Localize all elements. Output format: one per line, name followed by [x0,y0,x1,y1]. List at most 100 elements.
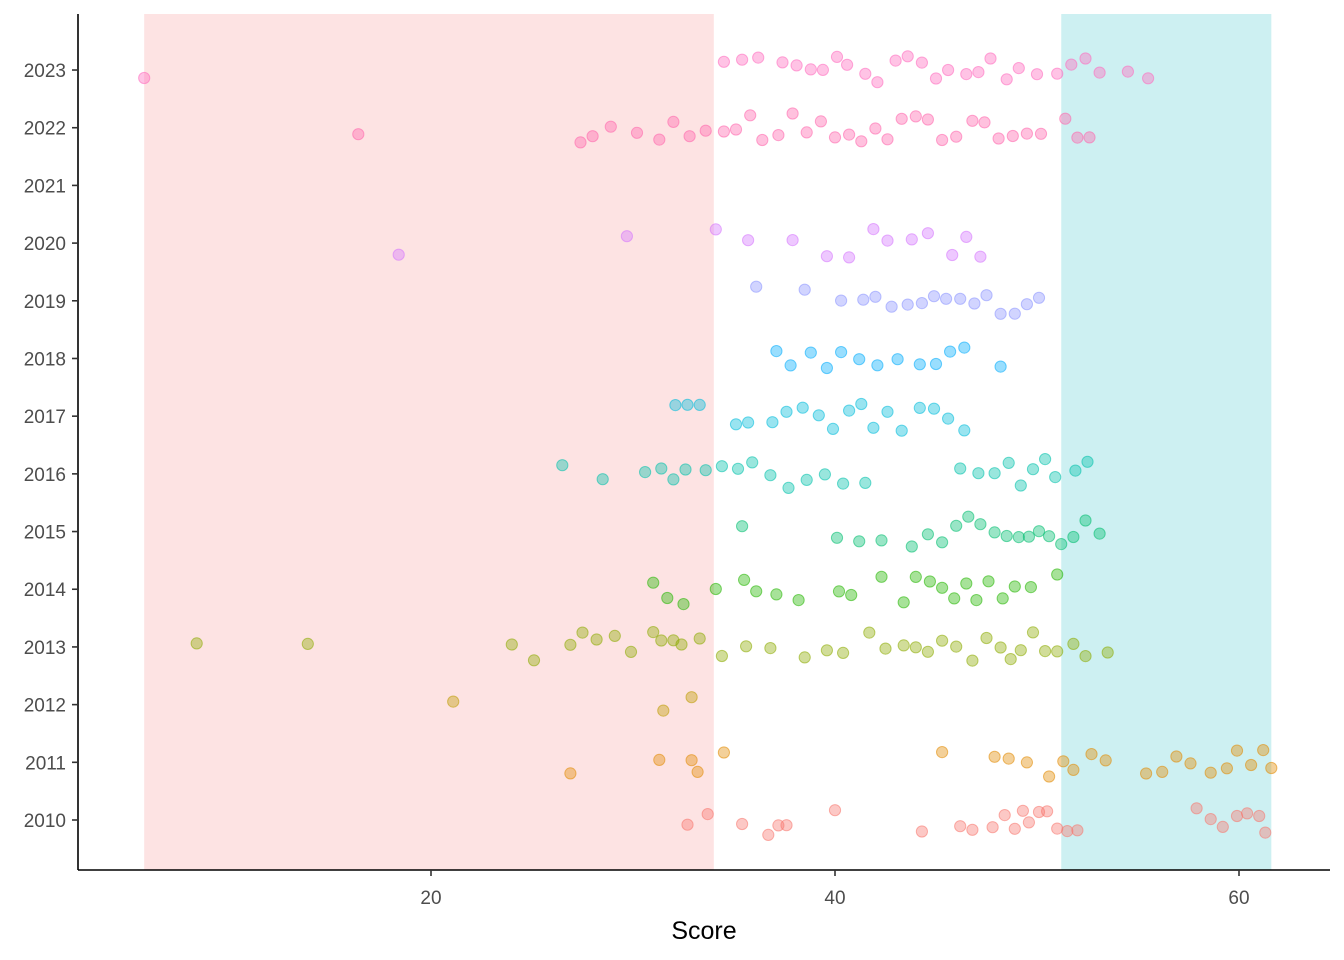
shaded-region-1 [144,14,714,870]
point-2013-32 [1014,644,1027,657]
point-2022-4 [604,120,617,133]
point-2022-14 [772,129,785,142]
point-2015-5 [905,540,918,553]
point-2018-8 [891,353,904,366]
point-2023-11 [859,67,872,80]
data-points [138,50,1278,842]
point-2017-12 [855,397,868,411]
point-2014-6 [750,585,763,598]
point-2014-23 [1051,568,1064,581]
point-2023-17 [942,63,955,77]
y-tick-label-2021: 2021 [24,176,66,197]
point-2013-29 [980,631,993,645]
point-2013-18 [798,651,811,664]
x-tick-label-60: 60 [1228,888,1249,909]
point-2014-4 [709,582,722,596]
point-2020-13 [960,230,973,243]
point-2014-14 [923,575,937,588]
point-2013-8 [608,629,621,643]
point-2011-7 [988,750,1001,763]
point-2014-5 [738,573,751,587]
point-2022-12 [744,109,757,122]
point-2020-1 [392,248,405,261]
point-2010-26 [1253,809,1266,823]
point-2013-23 [897,639,910,652]
point-2013-7 [590,633,603,646]
point-2010-24 [1230,809,1244,823]
point-2014-17 [960,577,973,590]
point-2022-16 [800,126,813,139]
point-2023-28 [1121,65,1135,78]
point-2019-6 [885,300,898,313]
point-2022-8 [683,130,696,143]
point-2010-27 [1259,826,1272,839]
point-2022-5 [630,126,644,139]
point-2020-12 [946,248,959,262]
point-2011-9 [1020,756,1034,769]
point-2013-5 [564,638,577,651]
point-2015-12 [1000,529,1013,543]
point-2011-22 [1245,758,1258,772]
point-2013-34 [1039,645,1052,658]
point-2013-14 [693,632,706,645]
point-2011-15 [1140,767,1153,780]
point-2011-1 [564,767,577,780]
point-2022-24 [909,110,922,123]
point-2010-8 [915,825,929,838]
point-2014-11 [875,570,888,583]
point-2013-11 [655,634,668,647]
point-2022-26 [936,133,949,147]
y-tick-label-2012: 2012 [24,696,66,717]
point-2023-9 [830,50,844,64]
point-2016-1 [556,459,569,472]
point-2016-3 [639,466,652,479]
point-2010-6 [780,819,793,832]
y-tick-label-2016: 2016 [24,465,66,486]
point-2016-9 [731,462,745,475]
point-2016-25 [1069,464,1082,477]
point-2019-7 [901,298,914,311]
point-2013-3 [505,638,518,651]
point-2014-21 [1008,580,1021,593]
point-2023-8 [816,63,830,77]
x-tick-label-40: 40 [824,888,845,909]
point-2014-3 [677,598,690,611]
point-2016-16 [859,476,872,489]
point-2018-1 [770,345,783,358]
point-2014-9 [832,585,846,598]
point-2015-4 [875,534,888,547]
point-2016-14 [818,468,832,481]
point-2011-11 [1057,755,1070,768]
point-2016-2 [596,473,609,486]
point-2022-30 [992,132,1005,145]
y-tick-label-2014: 2014 [24,580,67,601]
point-2023-29 [1142,72,1155,85]
point-2019-10 [940,292,953,305]
x-axis-ticks: 20 40 60 [420,870,1250,909]
point-2016-20 [1002,456,1015,469]
point-2017-7 [780,405,793,418]
point-2015-15 [1032,525,1046,538]
point-2015-9 [962,510,975,523]
point-2015-8 [950,519,963,532]
point-2011-6 [936,746,949,759]
point-2011-5 [717,746,731,759]
point-2016-26 [1081,455,1094,468]
point-2015-1 [736,520,749,533]
point-2017-16 [913,401,926,414]
point-2019-8 [915,297,929,310]
point-2022-28 [966,114,979,127]
point-2023-2 [717,55,731,68]
point-2011-13 [1085,748,1098,761]
point-2016-8 [715,460,729,473]
point-2010-2 [701,808,714,821]
point-2013-13 [675,638,688,651]
point-2023-25 [1065,58,1078,71]
point-2019-3 [835,294,848,307]
point-2017-8 [796,401,809,414]
point-2022-29 [978,116,991,129]
point-2016-15 [837,477,850,490]
y-tick-label-2017: 2017 [24,407,66,428]
point-2016-22 [1026,463,1040,476]
y-tick-label-2020: 2020 [24,234,66,255]
